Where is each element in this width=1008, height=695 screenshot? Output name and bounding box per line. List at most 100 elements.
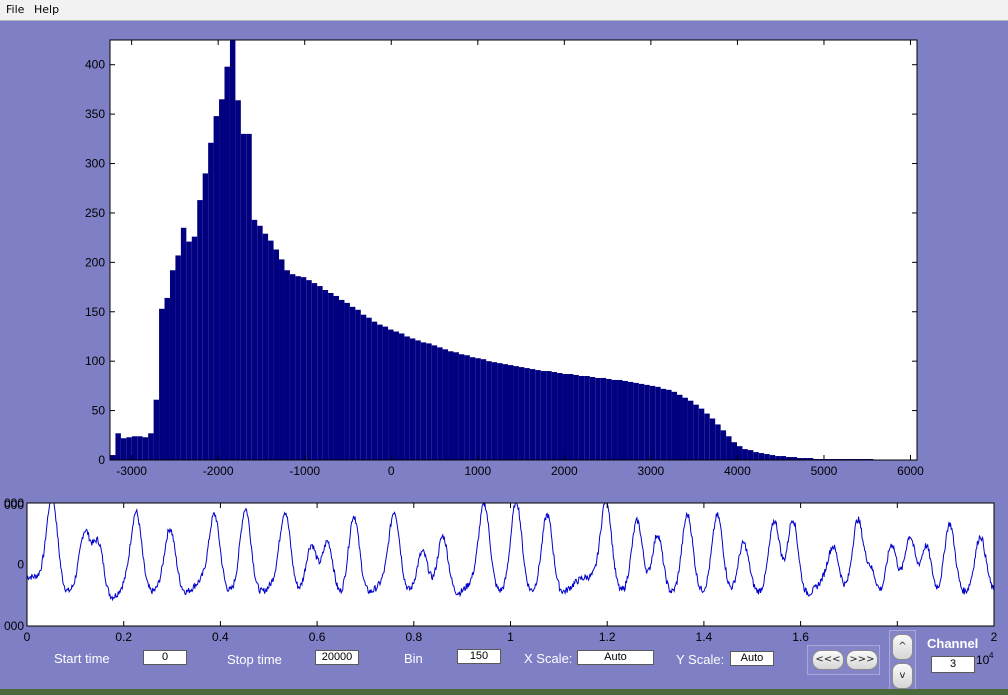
histogram-bar	[606, 378, 612, 460]
histogram-bar	[595, 377, 601, 460]
histogram-bar	[518, 367, 525, 460]
histogram-bar	[497, 363, 503, 460]
histogram-bar	[338, 299, 345, 460]
histogram-bar	[235, 100, 241, 461]
trace-x-tick-label: 1.6	[792, 630, 809, 644]
y-tick-label: 400	[85, 58, 105, 72]
y-tick-label: 300	[85, 157, 105, 171]
y-tick-label: 50	[92, 404, 106, 418]
histogram-bar	[758, 453, 765, 460]
histogram-bar	[240, 133, 247, 460]
histogram-bar	[213, 116, 220, 460]
histogram-bar	[551, 372, 558, 460]
x-scale-input[interactable]: Auto	[577, 650, 654, 665]
histogram-bar	[219, 99, 225, 460]
histogram-bar	[431, 345, 438, 460]
histogram-bar	[508, 365, 514, 460]
histogram-bar	[453, 352, 459, 460]
x-tick-label: 2000	[551, 464, 578, 478]
channel-up-button[interactable]: ^	[892, 634, 913, 660]
y-scale-input[interactable]: Auto	[730, 651, 774, 666]
histogram-bar	[426, 343, 432, 460]
histogram-bar	[409, 338, 416, 460]
histogram-bar	[469, 357, 476, 460]
histogram-bar	[480, 359, 487, 460]
channel-step-panel: ^ v	[889, 630, 916, 691]
histogram-bar	[567, 374, 574, 460]
histogram-bar	[300, 277, 307, 460]
channel-input[interactable]: 3	[931, 656, 975, 673]
x-tick-label: 3000	[638, 464, 665, 478]
histogram-bar	[791, 457, 797, 460]
menu-help[interactable]: Help	[34, 3, 60, 16]
histogram-bar	[546, 371, 552, 460]
y-tick-label: 350	[85, 107, 105, 121]
histogram-bar	[671, 391, 678, 460]
histogram-bar	[638, 383, 645, 460]
y-tick-label: 100	[85, 354, 105, 368]
histogram-bar	[382, 326, 389, 460]
histogram-bar	[224, 66, 230, 461]
x-tick-label: -1000	[289, 464, 320, 478]
histogram-bar	[349, 306, 356, 460]
histogram-bar	[775, 456, 781, 460]
histogram-bar	[322, 290, 329, 460]
histogram-bar	[186, 241, 192, 460]
stop-time-input[interactable]: 20000	[315, 650, 359, 665]
histogram-bar	[535, 370, 541, 460]
histogram-bar	[120, 438, 127, 460]
histogram-bar	[295, 276, 301, 460]
histogram-bar	[131, 436, 138, 460]
histogram-bar	[589, 376, 596, 460]
histogram-bar	[202, 173, 209, 461]
histogram-bar	[175, 255, 181, 460]
histogram-bar	[726, 436, 732, 460]
histogram-bar	[693, 404, 699, 460]
histogram-bar	[246, 133, 252, 460]
channel-down-button[interactable]: v	[892, 663, 913, 689]
histogram-bar	[796, 458, 803, 460]
histogram-bar	[442, 349, 449, 460]
histogram-bar	[633, 382, 639, 460]
trace-plot-area	[27, 503, 994, 626]
trace-y-tick-label: 000	[4, 498, 24, 512]
trace-x-tick-label: 0.4	[212, 630, 229, 644]
trace-x-tick-label: 2	[991, 630, 998, 644]
next-button[interactable]: >>>	[846, 650, 878, 670]
stop-time-label: Stop time	[227, 652, 282, 667]
menu-file[interactable]: File	[6, 3, 25, 16]
x-multiplier-exponent: 4	[989, 651, 994, 660]
trace-x-tick-label: 0.8	[405, 630, 422, 644]
histogram-bar	[644, 384, 650, 460]
histogram-bar	[284, 270, 290, 460]
histogram-bar	[110, 455, 116, 460]
histogram-bar	[786, 457, 792, 460]
histogram-bar	[769, 455, 776, 460]
histogram-bar	[617, 379, 623, 460]
histogram-bar	[736, 446, 743, 460]
trace-y-tick-label: 000	[4, 619, 24, 633]
histogram-bar	[747, 450, 754, 460]
histogram-bar	[262, 233, 269, 460]
start-time-input[interactable]: 0	[143, 650, 187, 665]
histogram-bar	[328, 292, 334, 460]
histogram-bar	[115, 433, 121, 460]
histogram-bar	[268, 240, 274, 460]
histogram-bar	[584, 376, 590, 460]
trace-x-tick-label: 0.6	[309, 630, 326, 644]
histogram-bar	[475, 358, 481, 460]
histogram-bar	[366, 317, 372, 460]
histogram-bar	[649, 385, 656, 460]
histogram-bar	[764, 454, 770, 460]
histogram-bar	[529, 369, 536, 460]
trace-x-tick-label: 1.4	[696, 630, 713, 644]
bin-input[interactable]: 150	[457, 649, 501, 664]
histogram-bar	[802, 458, 808, 460]
histogram-bar	[666, 389, 672, 460]
histogram-bar	[208, 142, 214, 460]
histogram-bar	[687, 400, 694, 460]
previous-button[interactable]: <<<	[812, 650, 844, 670]
histogram-bar	[486, 361, 492, 460]
histogram-bar	[164, 297, 170, 460]
